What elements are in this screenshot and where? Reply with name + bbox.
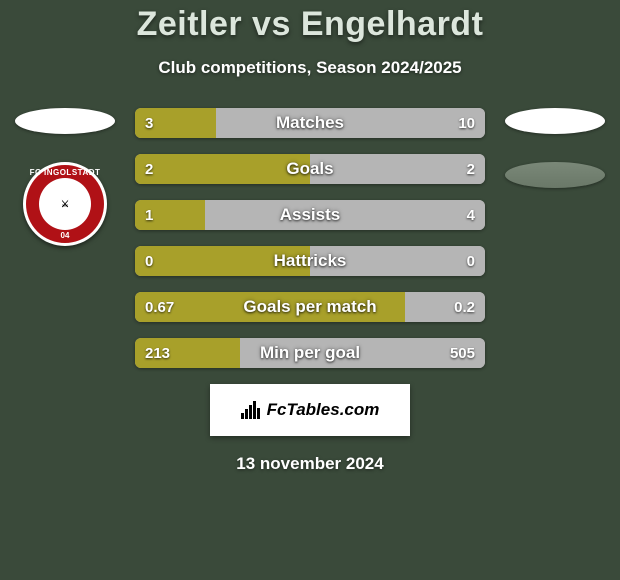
stat-row: Goals2 2 bbox=[135, 154, 485, 184]
stat-value-left: 0 bbox=[145, 246, 153, 276]
stat-value-right: 505 bbox=[450, 338, 475, 368]
brand-box: FcTables.com bbox=[210, 384, 410, 436]
stat-label: Goals per match bbox=[135, 292, 485, 322]
club-badge-placeholder-right bbox=[505, 162, 605, 188]
stat-value-right: 2 bbox=[467, 154, 475, 184]
brand-text: FcTables.com bbox=[267, 400, 380, 420]
stat-row: Matches3 10 bbox=[135, 108, 485, 138]
stat-row: Hattricks0 0 bbox=[135, 246, 485, 276]
comparison-area: FC INGOLSTADT ⚔ 04 Matches310Goals22Assi… bbox=[0, 108, 620, 474]
player-photo-placeholder-right bbox=[505, 108, 605, 134]
stat-bars: Matches3 10 Goals2 2 Assists1 4 Hattricks0 0 Goa… bbox=[135, 108, 485, 368]
fctables-icon bbox=[241, 401, 263, 419]
stat-value-left: 1 bbox=[145, 200, 153, 230]
stat-label: Goals bbox=[135, 154, 485, 184]
stat-label: Min per goal bbox=[135, 338, 485, 368]
stat-row: Assists1 4 bbox=[135, 200, 485, 230]
player-photo-placeholder-left bbox=[15, 108, 115, 134]
stat-label: Hattricks bbox=[135, 246, 485, 276]
stat-row: Min per goal213 505 bbox=[135, 338, 485, 368]
stat-value-right: 0.2 bbox=[454, 292, 475, 322]
stat-label: Matches bbox=[135, 108, 485, 138]
club-badge-left: FC INGOLSTADT ⚔ 04 bbox=[23, 162, 107, 246]
stat-row: Goals per match0.67 0.2 bbox=[135, 292, 485, 322]
stat-value-left: 2 bbox=[145, 154, 153, 184]
date-text: 13 november 2024 bbox=[0, 454, 620, 474]
infographic-root: Zeitler vs Engelhardt Club competitions,… bbox=[0, 0, 620, 474]
page-subtitle: Club competitions, Season 2024/2025 bbox=[0, 58, 620, 78]
page-title: Zeitler vs Engelhardt bbox=[0, 5, 620, 44]
badge-inner-icon: ⚔ bbox=[39, 178, 91, 230]
badge-text-top: FC INGOLSTADT bbox=[23, 168, 107, 177]
right-player-column bbox=[500, 108, 610, 216]
stat-value-right: 10 bbox=[458, 108, 475, 138]
left-player-column: FC INGOLSTADT ⚔ 04 bbox=[10, 108, 120, 246]
stat-value-left: 3 bbox=[145, 108, 153, 138]
stat-value-right: 4 bbox=[467, 200, 475, 230]
stat-value-left: 213 bbox=[145, 338, 170, 368]
badge-text-bot: 04 bbox=[23, 231, 107, 240]
stat-label: Assists bbox=[135, 200, 485, 230]
stat-value-right: 0 bbox=[467, 246, 475, 276]
stat-value-left: 0.67 bbox=[145, 292, 174, 322]
